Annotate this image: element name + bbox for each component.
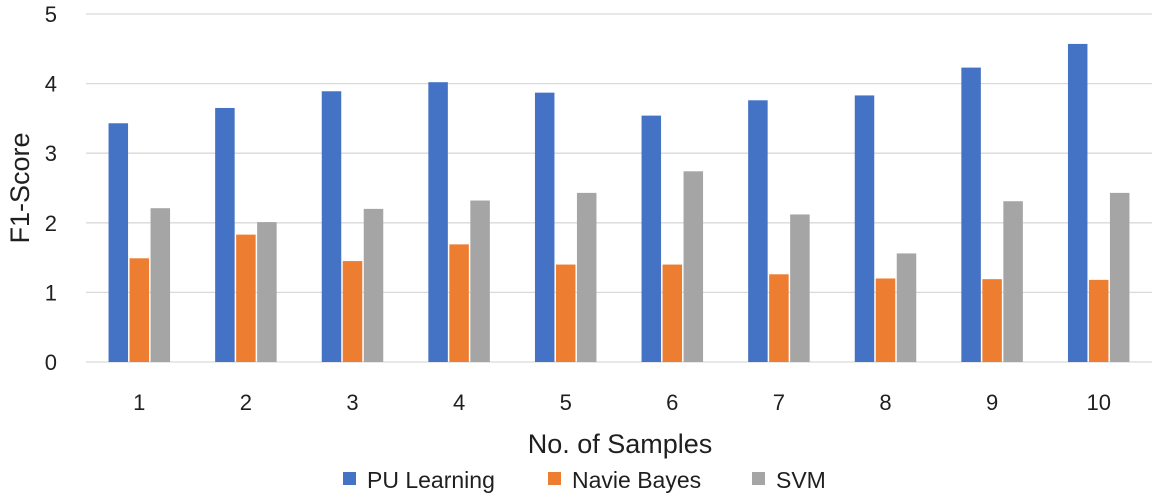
y-axis-title: F1-Score [5,132,35,243]
bar-svm-sample-7 [790,214,810,362]
bar-pu-learning-sample-6 [641,115,662,362]
bar-svm-sample-5 [576,192,597,362]
x-tick-label: 5 [560,390,572,415]
bar-navie-bayes-sample-4 [449,244,469,362]
legend-label: SVM [776,467,826,493]
legend-swatch-svm [752,472,765,485]
bar-navie-bayes-sample-7 [769,274,789,362]
bar-navie-bayes-sample-5 [555,264,576,362]
bar-navie-bayes-sample-2 [236,234,256,362]
bar-navie-bayes-sample-1 [129,258,150,362]
bar-svm-sample-9 [1003,201,1023,362]
x-tick-label: 7 [773,390,785,415]
legend-swatch-navie-bayes [548,472,561,485]
bar-svm-sample-6 [683,171,704,362]
bar-navie-bayes-sample-6 [662,264,683,362]
bar-pu-learning-sample-5 [534,92,555,362]
bar-svm-sample-3 [363,208,384,362]
y-axis-ticks: 0 1 2 3 4 5 [45,2,57,375]
bar-pu-learning-sample-2 [215,107,235,363]
bar-navie-bayes-sample-8 [875,278,896,362]
legend-label: Navie Bayes [572,467,701,493]
bar-navie-bayes-sample-9 [982,279,1002,362]
bar-svm-sample-1 [150,208,171,362]
x-tick-label: 9 [986,390,998,415]
x-tick-label: 10 [1086,390,1110,415]
legend-label: PU Learning [367,467,495,493]
bars [108,43,1130,363]
bar-pu-learning-sample-1 [108,123,129,362]
bar-navie-bayes-sample-3 [342,261,363,362]
bar-pu-learning-sample-9 [961,67,981,362]
y-tick-label: 1 [45,280,57,305]
legend-swatch-pu-learning [343,472,356,485]
bar-svm-sample-4 [470,200,490,362]
bar-pu-learning-sample-7 [748,100,768,362]
bar-pu-learning-sample-3 [321,91,342,363]
legend: PU Learning Navie Bayes SVM [343,467,826,493]
x-tick-label: 2 [240,390,252,415]
x-tick-label: 4 [453,390,465,415]
y-tick-label: 2 [45,211,57,236]
x-axis-title: No. of Samples [528,429,713,459]
bar-pu-learning-sample-4 [428,82,448,362]
bar-svm-sample-8 [896,253,917,362]
bar-navie-bayes-sample-10 [1088,279,1109,362]
x-axis-ticks: 1 2 3 4 5 6 7 8 9 10 [133,390,1111,415]
bar-pu-learning-sample-10 [1067,43,1088,362]
bar-svm-sample-10 [1109,192,1130,362]
y-tick-label: 4 [45,72,57,97]
x-tick-label: 1 [133,390,145,415]
x-tick-label: 3 [346,390,358,415]
y-tick-label: 5 [45,2,57,27]
x-tick-label: 8 [879,390,891,415]
bar-pu-learning-sample-8 [854,95,875,362]
y-tick-label: 0 [45,350,57,375]
x-tick-label: 6 [666,390,678,415]
bar-svm-sample-2 [257,222,277,362]
y-tick-label: 3 [45,141,57,166]
